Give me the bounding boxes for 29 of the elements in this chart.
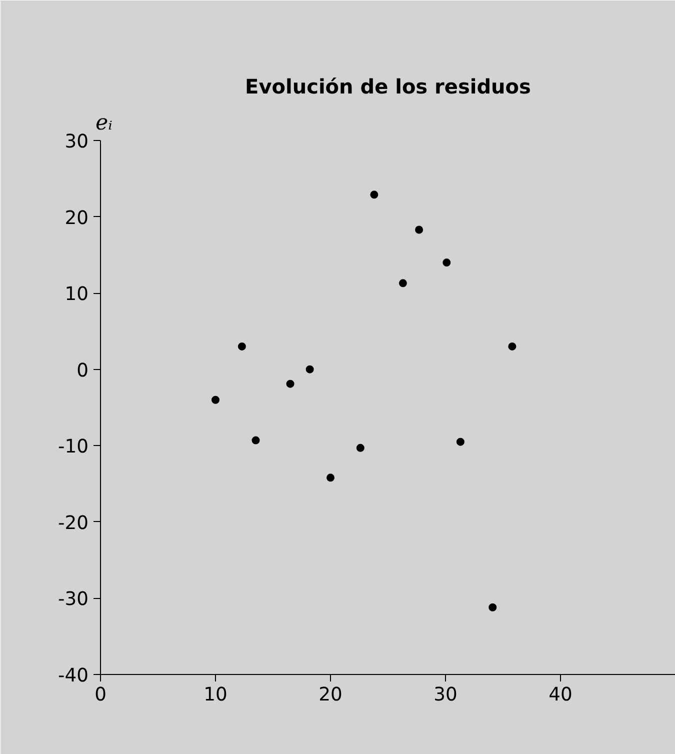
point: [456, 438, 464, 446]
point: [326, 474, 334, 482]
point: [508, 342, 516, 350]
x-tick-label: 30: [434, 684, 458, 706]
point: [488, 603, 497, 612]
point: [442, 258, 451, 267]
point: [306, 365, 314, 374]
y-tick-label: -10: [58, 436, 89, 458]
y-tick-label: 10: [64, 284, 89, 306]
point: [212, 396, 220, 404]
y-tick-label: -20: [58, 512, 89, 534]
point: [356, 444, 364, 452]
x-tick-label: 10: [204, 684, 228, 706]
y-tick-label: 20: [64, 208, 89, 229]
point: [238, 342, 246, 350]
point: [286, 380, 294, 388]
y-tick-label: -30: [58, 589, 89, 610]
point: [398, 279, 407, 288]
x-tick-label: 20: [318, 684, 342, 706]
point: [370, 190, 378, 199]
point: [252, 436, 260, 444]
x-tick-label: 40: [548, 684, 572, 706]
chart-title: Evolución de los residuos: [245, 74, 531, 98]
point: [415, 226, 424, 234]
y-tick-label: 0: [76, 360, 89, 382]
y-axis-title: eᵢ: [96, 110, 112, 136]
y-tick-label: 30: [64, 132, 89, 152]
x-tick-label: 0: [94, 684, 106, 706]
y-tick-label: -40: [58, 666, 89, 686]
